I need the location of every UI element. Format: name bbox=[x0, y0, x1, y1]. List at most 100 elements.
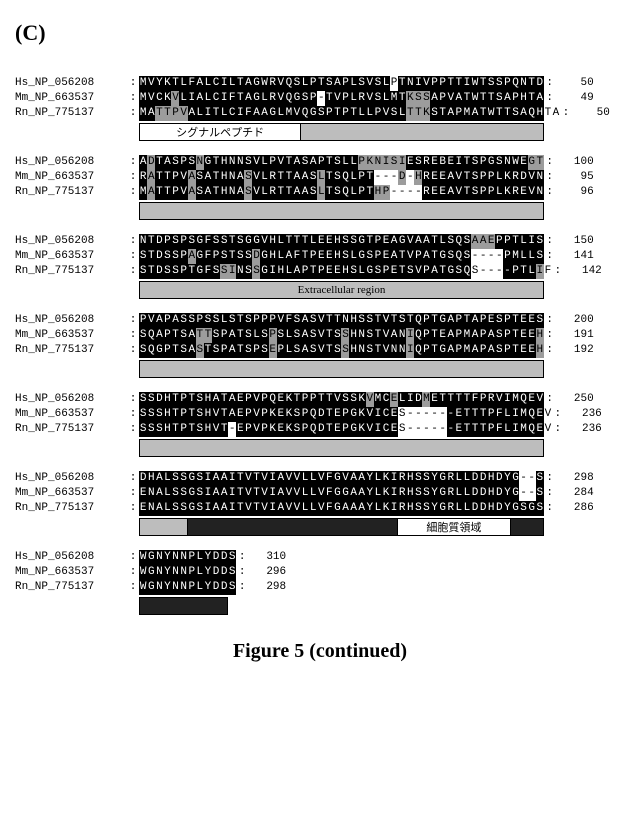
domain-annotation-bar bbox=[139, 360, 544, 378]
sequence-residues: NTDPSPSGFSSTSGGVHLTTTLEEHSSGTPEAGVAATLSQ… bbox=[139, 234, 544, 249]
separator: : bbox=[544, 170, 556, 185]
domain-annotation-bar bbox=[139, 202, 544, 220]
alignment-row: Mm_NP_663537:RATTPVASATHNASVLRTTAASLTSQL… bbox=[15, 170, 625, 185]
separator: : bbox=[127, 249, 139, 264]
alignment-row: Rn_NP_775137:ENALSSGSIAAITVTVIAVVLLVFGAA… bbox=[15, 501, 625, 516]
sequence-label: Hs_NP_056208 bbox=[15, 550, 127, 565]
separator: : bbox=[236, 565, 248, 580]
position-number: 49 bbox=[558, 91, 594, 106]
alignment-block: Hs_NP_056208:NTDPSPSGFSSTSGGVHLTTTLEEHSS… bbox=[15, 234, 625, 299]
domain-annotation-bar: Extracellular region bbox=[139, 281, 544, 299]
sequence-label: Mm_NP_663537 bbox=[15, 565, 127, 580]
sequence-label: Hs_NP_056208 bbox=[15, 76, 127, 91]
alignment-row: Rn_NP_775137:MATTPVASATHNASVLRTTAASLTSQL… bbox=[15, 185, 625, 200]
separator: : bbox=[544, 185, 556, 200]
alignment-row: Rn_NP_775137:WGNYNNPLYDDS:298 bbox=[15, 580, 625, 595]
alignment-row: Mm_NP_663537:SQAPTSATTSPATSLSPSLSASVTSSH… bbox=[15, 328, 625, 343]
position-number: 96 bbox=[558, 185, 594, 200]
separator: : bbox=[127, 486, 139, 501]
sequence-label: Hs_NP_056208 bbox=[15, 392, 127, 407]
separator: : bbox=[127, 471, 139, 486]
separator: : bbox=[127, 550, 139, 565]
sequence-residues: DHALSSGSIAAITVTVIAVVLLVFGVAAYLKIRHSSYGRL… bbox=[139, 471, 544, 486]
sequence-label: Rn_NP_775137 bbox=[15, 422, 127, 437]
separator: : bbox=[127, 170, 139, 185]
alignment-row: Mm_NP_663537:STDSSPAGFPSTSSDGHLAFTPEEHSL… bbox=[15, 249, 625, 264]
separator: : bbox=[127, 264, 139, 279]
alignment-row: Rn_NP_775137:SQGPTSASTSPATSPSEPLSASVTSSH… bbox=[15, 343, 625, 358]
sequence-label: Rn_NP_775137 bbox=[15, 343, 127, 358]
separator: : bbox=[127, 392, 139, 407]
separator: : bbox=[560, 106, 572, 121]
separator: : bbox=[127, 313, 139, 328]
separator: : bbox=[544, 155, 556, 170]
separator: : bbox=[544, 313, 556, 328]
separator: : bbox=[552, 422, 564, 437]
alignment-row: Hs_NP_056208:WGNYNNPLYDDS:310 bbox=[15, 550, 625, 565]
alignment-row: Rn_NP_775137:SSSHTPTSHVT-EPVPKEKSPQDTEPG… bbox=[15, 422, 625, 437]
position-number: 100 bbox=[558, 155, 594, 170]
domain-annotation-bar bbox=[139, 439, 544, 457]
position-number: 286 bbox=[558, 501, 594, 516]
separator: : bbox=[127, 407, 139, 422]
alignment-row: Hs_NP_056208:NTDPSPSGFSSTSGGVHLTTTLEEHSS… bbox=[15, 234, 625, 249]
sequence-residues: RATTPVASATHNASVLRTTAASLTSQLPT---D-HREEAV… bbox=[139, 170, 544, 185]
sequence-label: Mm_NP_663537 bbox=[15, 328, 127, 343]
position-number: 298 bbox=[558, 471, 594, 486]
separator: : bbox=[552, 264, 564, 279]
figure-caption: Figure 5 (continued) bbox=[15, 640, 625, 663]
sequence-residues: SSDHTPTSHATAEPVPQEKTPPTTVSSKVMCELIDMETTT… bbox=[139, 392, 544, 407]
separator: : bbox=[544, 392, 556, 407]
domain-segment bbox=[188, 519, 398, 535]
alignment-block: Hs_NP_056208:PVAPASSPSSLSTSPPPVFSASVTTNH… bbox=[15, 313, 625, 378]
sequence-label: Rn_NP_775137 bbox=[15, 501, 127, 516]
sequence-residues: WGNYNNPLYDDS bbox=[139, 565, 236, 580]
sequence-label: Rn_NP_775137 bbox=[15, 264, 127, 279]
domain-segment bbox=[511, 519, 543, 535]
domain-segment: 細胞質領域 bbox=[398, 519, 511, 535]
sequence-residues: SQAPTSATTSPATSLSPSLSASVTSSHNSTVANIQPTEAP… bbox=[139, 328, 544, 343]
domain-segment: Extracellular region bbox=[140, 282, 543, 298]
position-number: 141 bbox=[558, 249, 594, 264]
alignment-row: Hs_NP_056208:PVAPASSPSSLSTSPPPVFSASVTTNH… bbox=[15, 313, 625, 328]
sequence-residues: WGNYNNPLYDDS bbox=[139, 580, 236, 595]
position-number: 50 bbox=[558, 76, 594, 91]
sequence-residues: WGNYNNPLYDDS bbox=[139, 550, 236, 565]
separator: : bbox=[544, 486, 556, 501]
sequence-residues: STDSSPAGFPSTSSDGHLAFTPEEHSLGSPEATVPATGSQ… bbox=[139, 249, 544, 264]
sequence-label: Mm_NP_663537 bbox=[15, 407, 127, 422]
domain-annotation-bar: 細胞質領域 bbox=[139, 518, 544, 536]
sequence-residues: PVAPASSPSSLSTSPPPVFSASVTTNHSSTVTSTQPTGAP… bbox=[139, 313, 544, 328]
alignment-row: Hs_NP_056208:SSDHTPTSHATAEPVPQEKTPPTTVSS… bbox=[15, 392, 625, 407]
alignment-row: Mm_NP_663537:SSSHTPTSHVTAEPVPKEKSPQDTEPG… bbox=[15, 407, 625, 422]
alignment-row: Mm_NP_663537:ENALSSGSIAAITVTVIAVVLLVFGGA… bbox=[15, 486, 625, 501]
domain-annotation-bar: シグナルペプチド bbox=[139, 123, 544, 141]
separator: : bbox=[544, 328, 556, 343]
sequence-label: Mm_NP_663537 bbox=[15, 170, 127, 185]
separator: : bbox=[127, 580, 139, 595]
alignment-block: Hs_NP_056208:WGNYNNPLYDDS:310Mm_NP_66353… bbox=[15, 550, 625, 615]
sequence-label: Hs_NP_056208 bbox=[15, 313, 127, 328]
separator: : bbox=[544, 501, 556, 516]
sequence-alignment: Hs_NP_056208:MVYKTLFALCILTAGWRVQSLPTSAPL… bbox=[15, 76, 625, 615]
sequence-label: Hs_NP_056208 bbox=[15, 155, 127, 170]
alignment-row: Hs_NP_056208:MVYKTLFALCILTAGWRVQSLPTSAPL… bbox=[15, 76, 625, 91]
separator: : bbox=[127, 343, 139, 358]
separator: : bbox=[236, 550, 248, 565]
sequence-label: Rn_NP_775137 bbox=[15, 185, 127, 200]
sequence-residues: SSSHTPTSHVTAEPVPKEKSPQDTEPGKVICES------E… bbox=[139, 407, 552, 422]
separator: : bbox=[127, 565, 139, 580]
position-number: 236 bbox=[566, 422, 602, 437]
position-number: 200 bbox=[558, 313, 594, 328]
position-number: 236 bbox=[566, 407, 602, 422]
separator: : bbox=[127, 501, 139, 516]
domain-segment bbox=[140, 598, 227, 614]
position-number: 191 bbox=[558, 328, 594, 343]
sequence-label: Rn_NP_775137 bbox=[15, 580, 127, 595]
separator: : bbox=[544, 249, 556, 264]
sequence-label: Hs_NP_056208 bbox=[15, 471, 127, 486]
sequence-label: Hs_NP_056208 bbox=[15, 234, 127, 249]
alignment-block: Hs_NP_056208:SSDHTPTSHATAEPVPQEKTPPTTVSS… bbox=[15, 392, 625, 457]
position-number: 250 bbox=[558, 392, 594, 407]
domain-segment bbox=[140, 361, 543, 377]
